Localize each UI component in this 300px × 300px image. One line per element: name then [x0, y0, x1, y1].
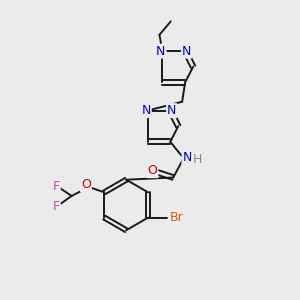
Text: N: N — [156, 45, 166, 58]
Text: N: N — [141, 104, 151, 117]
Text: H: H — [192, 153, 202, 166]
Text: O: O — [148, 164, 158, 177]
Text: N: N — [182, 151, 192, 164]
Text: N: N — [182, 45, 191, 58]
Text: N: N — [167, 104, 176, 117]
Text: F: F — [52, 180, 60, 193]
Text: Br: Br — [169, 211, 183, 224]
Text: O: O — [81, 178, 91, 191]
Text: F: F — [52, 200, 60, 213]
